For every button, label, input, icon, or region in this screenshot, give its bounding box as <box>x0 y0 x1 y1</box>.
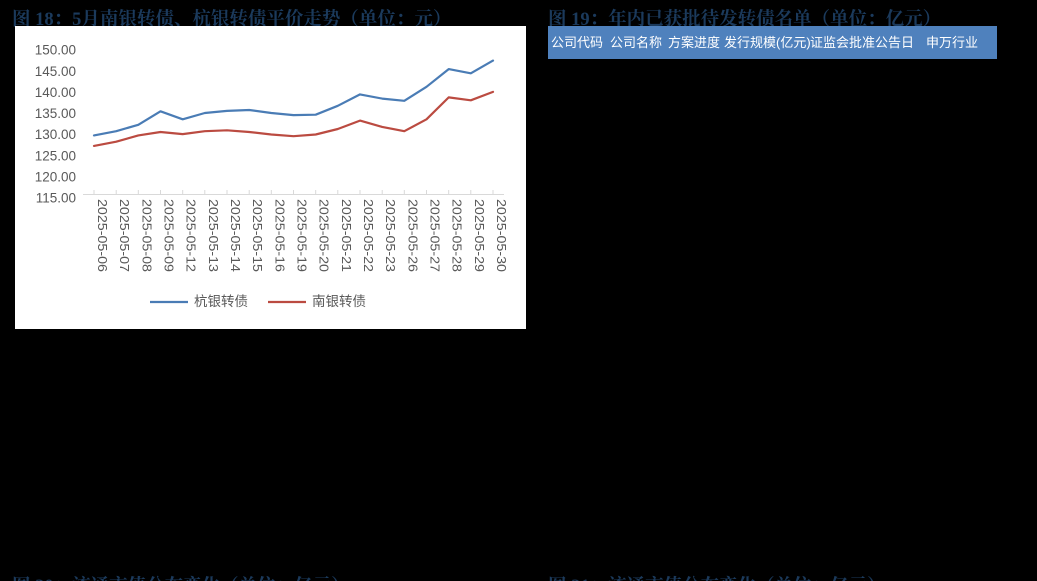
svg-text:公司代码: 公司代码 <box>551 35 603 50</box>
svg-text:2025-05-15: 2025-05-15 <box>250 199 264 272</box>
svg-text:南银转债: 南银转债 <box>312 294 366 309</box>
svg-text:2025-05-29: 2025-05-29 <box>472 199 486 272</box>
svg-text:2025-05-28: 2025-05-28 <box>450 199 464 272</box>
svg-text:2025-05-06: 2025-05-06 <box>95 199 109 272</box>
svg-text:方案进度: 方案进度 <box>668 35 720 50</box>
svg-text:2025-05-14: 2025-05-14 <box>228 199 242 272</box>
svg-text:145.00: 145.00 <box>35 64 76 79</box>
svg-text:2025-05-26: 2025-05-26 <box>405 199 419 272</box>
svg-text:公司名称: 公司名称 <box>610 35 662 50</box>
svg-text:证监会批准公告日: 证监会批准公告日 <box>810 35 914 50</box>
svg-text:2025-05-20: 2025-05-20 <box>317 199 331 272</box>
svg-text:130.00: 130.00 <box>35 127 76 142</box>
svg-text:115.00: 115.00 <box>36 191 76 206</box>
svg-text:150.00: 150.00 <box>35 43 76 58</box>
svg-text:120.00: 120.00 <box>35 169 76 184</box>
svg-text:135.00: 135.00 <box>35 106 76 121</box>
svg-text:2025-05-30: 2025-05-30 <box>494 199 508 272</box>
svg-text:140.00: 140.00 <box>35 85 76 100</box>
svg-text:2025-05-16: 2025-05-16 <box>272 199 286 272</box>
svg-text:发行规模(亿元): 发行规模(亿元) <box>724 35 811 50</box>
svg-text:125.00: 125.00 <box>35 148 76 163</box>
svg-text:申万行业: 申万行业 <box>926 35 978 50</box>
svg-text:2025-05-22: 2025-05-22 <box>361 199 375 272</box>
svg-text:2025-05-07: 2025-05-07 <box>117 199 131 272</box>
svg-text:杭银转债: 杭银转债 <box>194 294 248 309</box>
svg-text:2025-05-09: 2025-05-09 <box>162 199 176 272</box>
svg-text:2025-05-19: 2025-05-19 <box>295 199 309 272</box>
svg-text:2025-05-21: 2025-05-21 <box>339 199 353 272</box>
svg-text:2025-05-13: 2025-05-13 <box>206 199 220 272</box>
svg-text:2025-05-12: 2025-05-12 <box>184 199 198 272</box>
svg-text:2025-05-08: 2025-05-08 <box>139 199 153 272</box>
svg-text:2025-05-27: 2025-05-27 <box>428 199 442 272</box>
svg-text:2025-05-23: 2025-05-23 <box>383 199 397 272</box>
